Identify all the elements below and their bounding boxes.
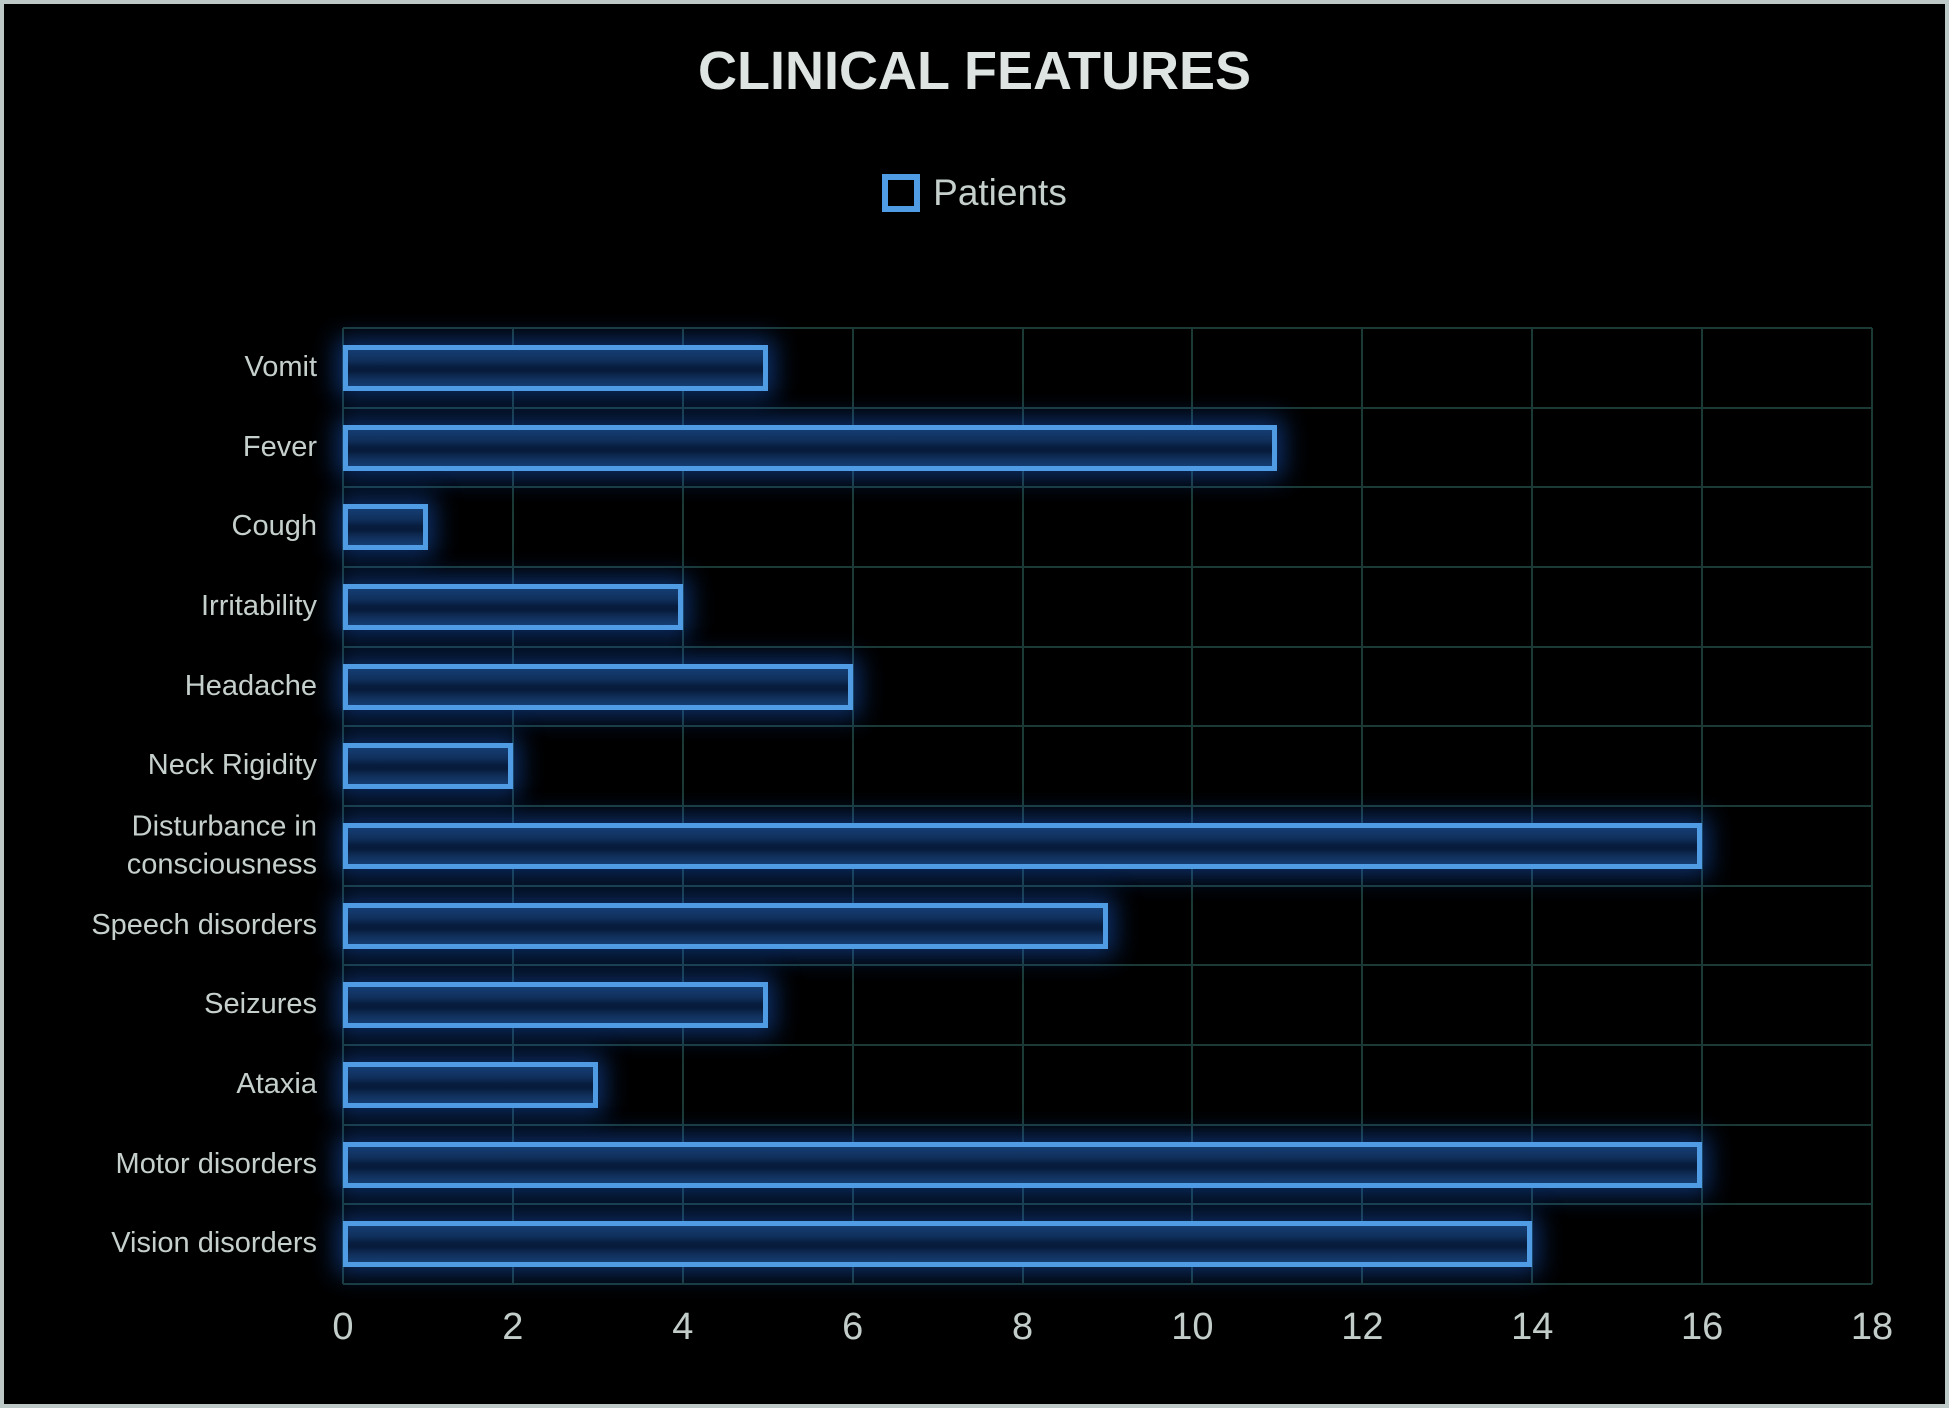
gridline-horizontal	[343, 486, 1872, 489]
gridline-horizontal	[343, 406, 1872, 409]
x-tick-label: 2	[502, 1306, 524, 1348]
bar-disturbance-in-consciousness	[343, 822, 1703, 869]
x-tick-label: 16	[1680, 1306, 1724, 1348]
gridline-horizontal	[343, 1203, 1872, 1206]
bar-vision-disorders	[343, 1221, 1533, 1268]
gridline-horizontal	[343, 645, 1872, 648]
legend-label: Patients	[933, 172, 1067, 213]
bar-ataxia	[343, 1061, 598, 1108]
bar-neck-rigidity	[343, 743, 513, 790]
category-label: Ataxia	[236, 1067, 317, 1100]
gridline-horizontal	[343, 884, 1872, 887]
category-label: Vomit	[244, 350, 317, 383]
gridline-horizontal	[343, 327, 1872, 329]
bar-vomit	[343, 344, 768, 391]
gridline-horizontal	[343, 725, 1872, 728]
x-tick-label: 4	[672, 1306, 694, 1348]
category-label: Speech disorders	[91, 908, 317, 941]
category-label: Seizures	[204, 988, 317, 1021]
category-label: Neck Rigidity	[147, 749, 317, 782]
gridline-horizontal	[343, 1123, 1872, 1126]
x-tick-label: 8	[1011, 1306, 1034, 1348]
chart-title: CLINICAL FEATURES	[698, 41, 1251, 101]
x-axis-labels: 0 2 4 6 8 10 12 14 16 18	[4, 4, 1945, 1404]
bar-cough	[343, 504, 428, 551]
category-label: Vision disorders	[111, 1227, 317, 1260]
gridline-horizontal	[343, 566, 1872, 568]
bar-headache	[343, 663, 853, 710]
x-tick-label: 18	[1850, 1306, 1894, 1348]
x-tick-label: 0	[332, 1306, 354, 1348]
bar-fever	[343, 424, 1278, 471]
bar-speech-disorders	[343, 902, 1108, 949]
legend: Patients	[4, 172, 1945, 214]
y-axis-labels: Vomit Fever Cough Irritability Headache Neck …	[4, 328, 317, 1284]
legend-swatch-icon	[882, 174, 921, 212]
gridline-horizontal	[343, 1283, 1872, 1285]
category-label: Fever	[242, 430, 317, 463]
bar-motor-disorders	[343, 1141, 1703, 1188]
gridline-horizontal	[343, 805, 1872, 807]
category-label: Cough	[231, 510, 317, 543]
category-label: Disturbance in consciousness	[126, 810, 317, 880]
bar-seizures	[343, 982, 768, 1029]
plot-area	[342, 327, 1873, 1285]
gridline-horizontal	[343, 1044, 1872, 1046]
category-label: Motor disorders	[115, 1147, 317, 1180]
category-label: Irritability	[200, 589, 317, 622]
x-tick-label: 12	[1341, 1306, 1384, 1348]
gridline-vertical	[1871, 328, 1873, 1284]
category-label: Headache	[184, 669, 317, 702]
bar-irritability	[343, 583, 683, 630]
x-tick-label: 14	[1511, 1306, 1554, 1348]
x-tick-label: 10	[1171, 1306, 1214, 1348]
gridline-horizontal	[343, 964, 1872, 967]
x-tick-label: 6	[842, 1306, 864, 1348]
